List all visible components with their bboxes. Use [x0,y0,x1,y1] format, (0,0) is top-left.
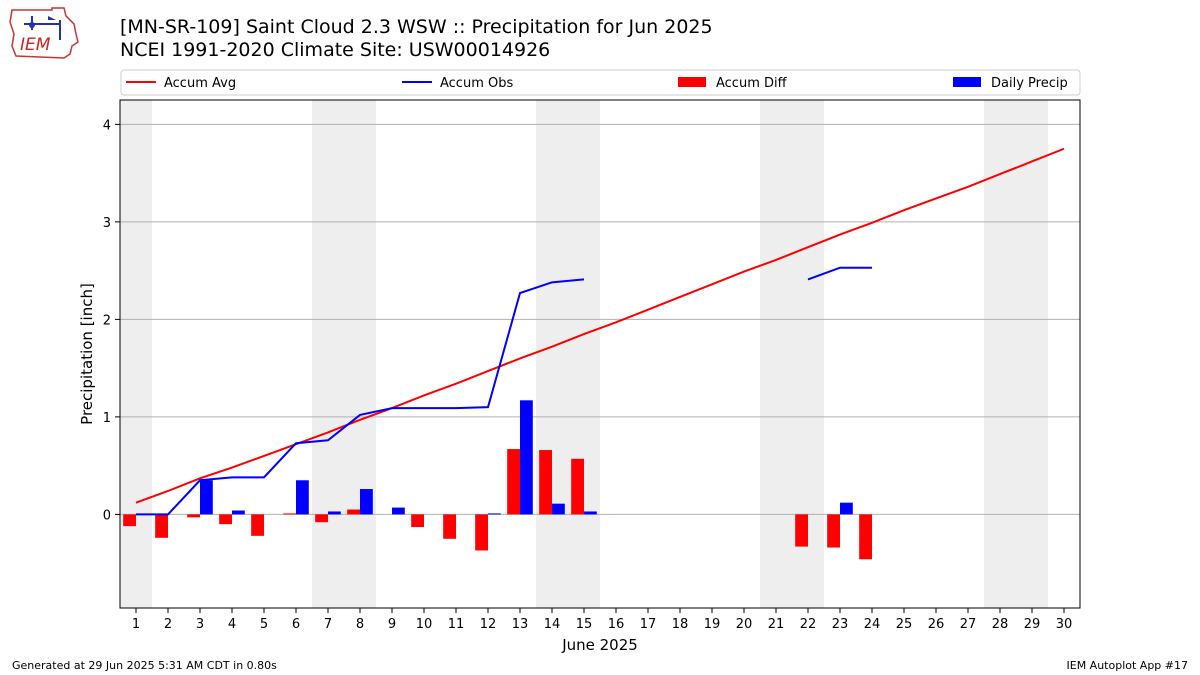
bar-daily-precip [392,507,405,515]
bar-daily-precip [232,510,245,515]
bar-accum-diff [795,514,808,547]
plot-frame [119,99,1081,609]
chart-title: [MN-SR-109] Saint Cloud 2.3 WSW :: Preci… [120,16,713,38]
bar-daily-precip [840,502,853,515]
grid-lines [120,123,1080,515]
y-tick-label: 2 [103,313,111,328]
x-tick-label: 2 [164,617,172,632]
x-tick-label: 25 [896,617,913,632]
x-tick-label: 11 [448,617,465,632]
footer-app: IEM Autoplot App #17 [1066,659,1189,672]
line-accum-obs [807,266,872,281]
x-tick-label: 15 [576,617,593,632]
x-tick-label: 12 [480,617,497,632]
lines [135,147,1065,516]
x-tick-label: 27 [960,617,977,632]
x-tick-label: 17 [640,617,657,632]
bar-daily-precip [552,503,565,515]
legend-box [120,69,1081,96]
x-tick-label: 24 [864,617,881,632]
bar-accum-diff [315,514,328,523]
x-tick-label: 3 [196,617,204,632]
bar-accum-diff [507,449,520,515]
legend-label: Daily Precip [991,76,1068,91]
x-tick-label: 28 [992,617,1009,632]
x-tick-label: 5 [260,617,268,632]
legend: Accum Avg Accum Obs Accum Diff Daily Precip [120,69,1081,96]
y-axis-label: Precipitation [inch] [78,283,96,425]
x-tick-label: 13 [512,617,529,632]
x-tick-label: 20 [736,617,753,632]
bar-accum-diff [571,458,584,515]
bar-daily-precip [520,400,533,515]
y-tick-label: 0 [103,508,111,523]
weekend-band [312,100,344,608]
bar-accum-diff [251,514,264,536]
x-tick-label: 21 [768,617,785,632]
x-tick-label: 6 [292,617,300,632]
weekend-band [120,100,152,608]
logo-text: IEM [20,35,51,55]
bars [123,400,872,560]
bar-accum-diff [219,514,232,525]
weekend-band [536,100,568,608]
x-tick-label: 14 [544,617,561,632]
weekend-band [760,100,792,608]
bar-accum-diff [827,514,840,548]
bar-accum-diff [187,514,200,518]
x-tick-label: 18 [672,617,689,632]
x-tick-label: 16 [608,617,625,632]
x-tick-label: 30 [1056,617,1073,632]
weekend-band [344,100,376,608]
bar-accum-diff [123,514,136,527]
iem-logo: IEM [9,7,79,59]
x-tick-label: 19 [704,617,721,632]
x-tick-label: 29 [1024,617,1041,632]
bar-daily-precip [360,489,373,515]
weekend-band [1016,100,1048,608]
bar-daily-precip [328,511,341,515]
x-tick-label: 9 [388,617,396,632]
x-tick-label: 10 [416,617,433,632]
footer-generated: Generated at 29 Jun 2025 5:31 AM CDT in … [12,659,277,672]
line-accum-obs [136,278,585,516]
weekend-band [984,100,1016,608]
bar-accum-diff [347,509,360,515]
x-tick-label: 8 [356,617,364,632]
bar-accum-diff [539,450,552,515]
bar-accum-diff [443,514,456,539]
legend-label: Accum Obs [440,76,513,91]
x-tick-label: 23 [832,617,849,632]
x-tick-label: 7 [324,617,332,632]
bar-accum-diff [283,513,296,515]
bar-daily-precip [488,513,501,515]
bar-daily-precip [584,511,597,515]
x-tick-label: 22 [800,617,817,632]
bar-accum-diff [411,514,424,528]
bar-accum-diff [859,514,872,560]
bar-accum-diff [155,514,168,538]
x-tick-label: 4 [228,617,236,632]
legend-swatch [953,77,981,87]
bar-daily-precip [200,480,213,515]
legend-label: Accum Avg [164,76,236,91]
bar-accum-diff [475,514,488,551]
x-tick-label: 26 [928,617,945,632]
weekend-shading [120,100,1048,608]
line-accum-avg [135,147,1065,504]
legend-label: Accum Diff [716,76,788,91]
y-tick-label: 1 [103,411,111,426]
bar-daily-precip [296,480,309,515]
chart-subtitle: NCEI 1991-2020 Climate Site: USW00014926 [120,39,551,61]
y-tick-label: 3 [103,216,111,231]
y-tick-label: 4 [103,118,111,133]
x-axis-label: June 2025 [561,636,638,654]
x-tick-label: 1 [132,617,140,632]
weekend-band [568,100,600,608]
legend-swatch [678,77,706,87]
